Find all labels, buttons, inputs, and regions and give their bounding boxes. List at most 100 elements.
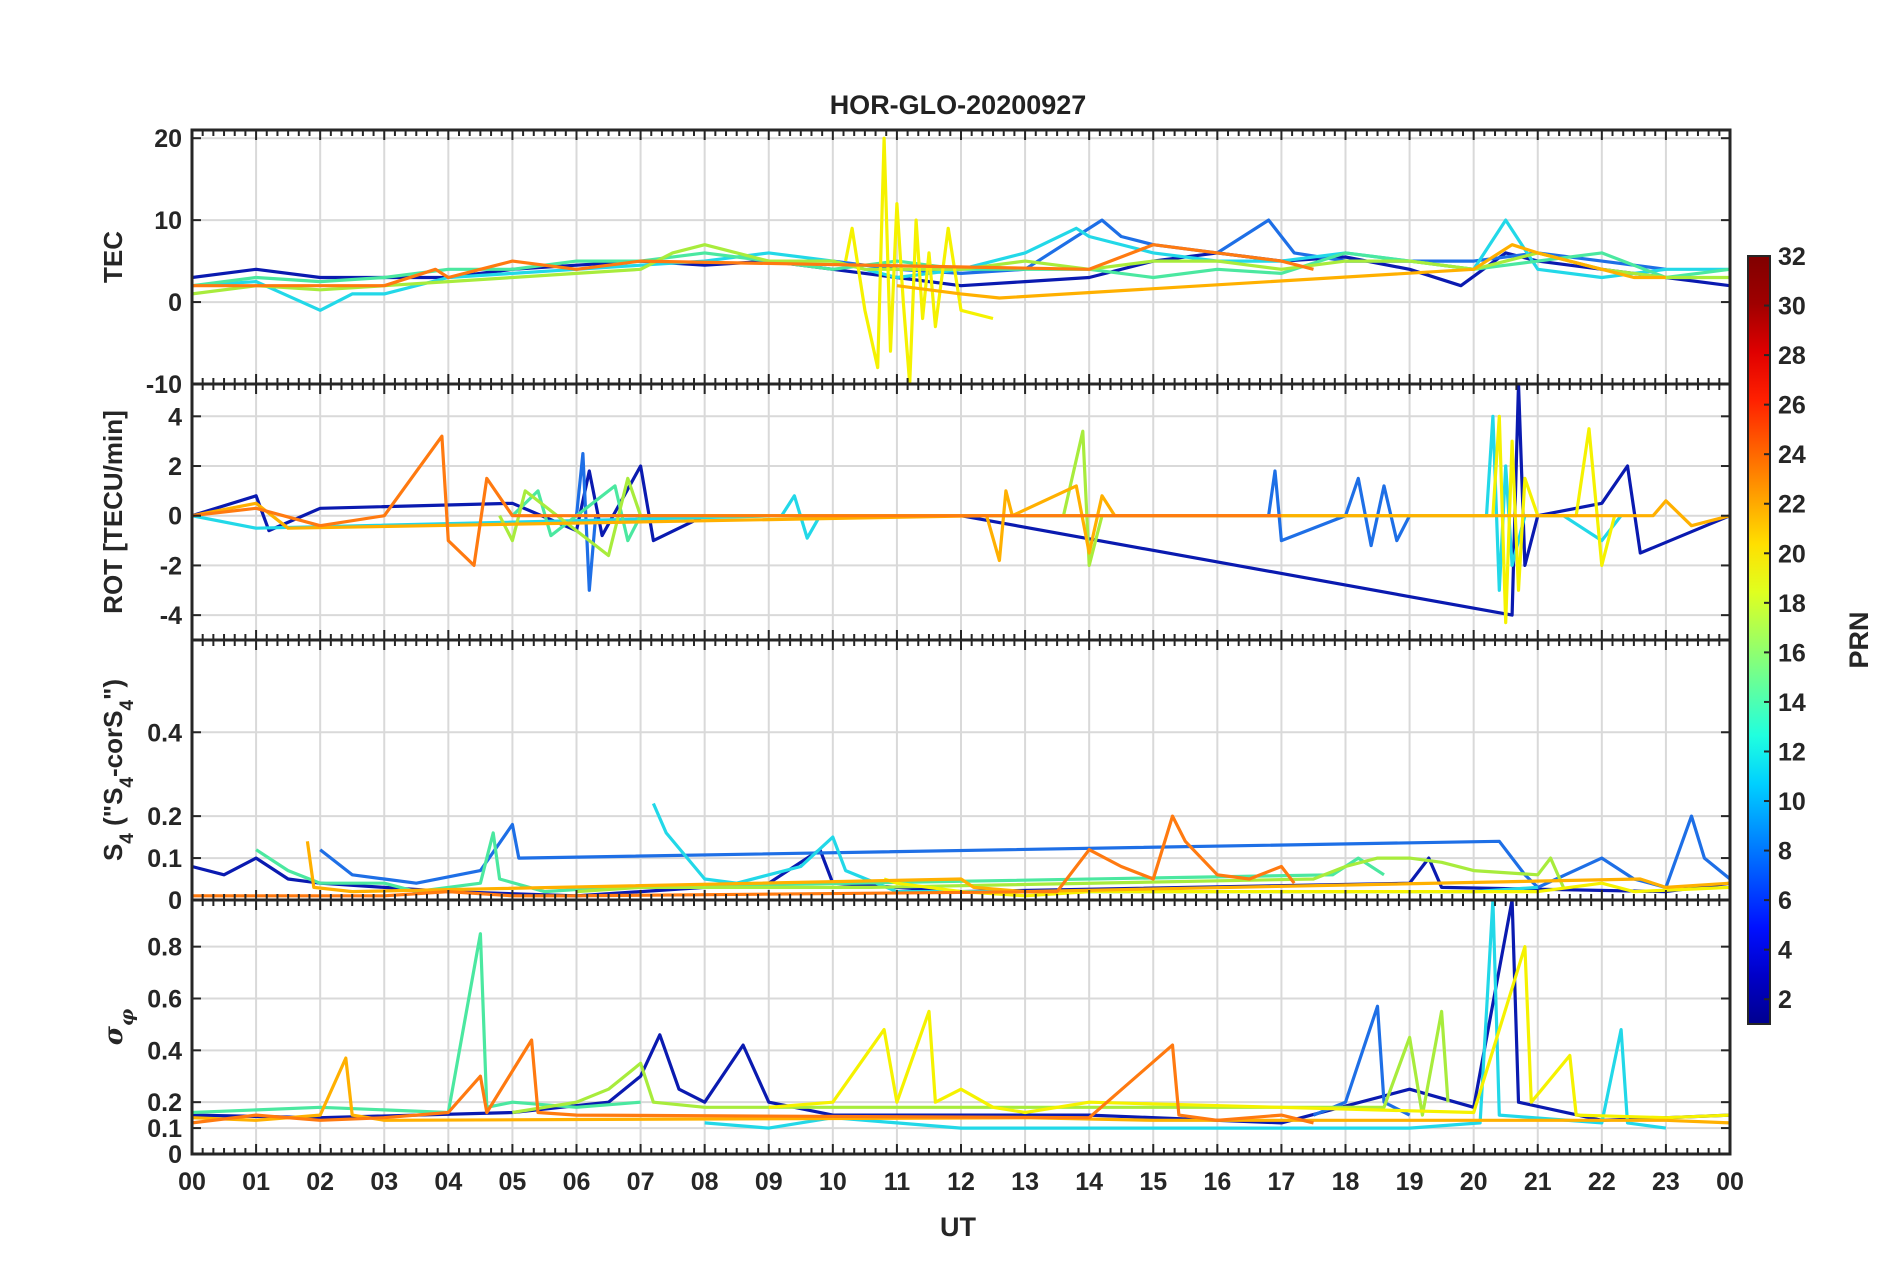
y-tick-label: -10 <box>146 371 182 399</box>
y-tick-label: 0 <box>168 887 182 915</box>
series-line-prn-16 <box>192 932 641 1115</box>
colorbar-tick-label: 10 <box>1778 788 1806 816</box>
x-tick-label: 18 <box>1332 1168 1360 1196</box>
series-line-prn-2 <box>192 900 1730 1125</box>
x-axis: 00 01 02 03 04 05 06 07 08 09 10 11 12 13 14 15 16 17 18 19… <box>178 1168 1744 1196</box>
panel-tec: 20 10 0 -10 TEC <box>98 125 1732 399</box>
x-tick-label: 04 <box>434 1168 462 1196</box>
y-tick-label: 2 <box>168 453 182 481</box>
y-tick-label: 0 <box>168 503 182 531</box>
panel-sigma: 0.8 0.6 0.4 0.20.10 σφ <box>99 898 1732 1169</box>
series-line-prn-24 <box>192 243 1314 288</box>
x-tick-label: 08 <box>691 1168 719 1196</box>
x-tick-label: 07 <box>627 1168 655 1196</box>
series-group <box>192 136 1730 384</box>
series-line-prn-6 <box>319 814 1730 889</box>
y-axis-label: TEC <box>98 231 128 283</box>
series-line-prn-24 <box>192 434 1282 567</box>
x-tick-label: 21 <box>1524 1168 1552 1196</box>
series-line-prn-20 <box>768 945 1730 1120</box>
series-line-prn-16 <box>255 831 1385 894</box>
series-line-prn-22 <box>896 243 1666 300</box>
y-tick-label: 0.8 <box>147 934 182 962</box>
colorbar-tick-label: 18 <box>1778 590 1806 618</box>
y-tick-label: 0 <box>168 289 182 317</box>
series-line-prn-18 <box>576 856 1565 894</box>
x-tick-label: 22 <box>1588 1168 1616 1196</box>
x-tick-label: 13 <box>1011 1168 1039 1196</box>
series-line-prn-18 <box>512 1009 1450 1117</box>
y-axis-label: σφ <box>99 1009 138 1045</box>
y-axis-label: ROT [TECU/min] <box>98 410 128 614</box>
y-axis-label: S4 ("S4-corS4") <box>98 679 138 861</box>
x-tick-label: 17 <box>1268 1168 1296 1196</box>
x-tick-label: 01 <box>242 1168 270 1196</box>
series-line-prn-6 <box>574 452 1412 592</box>
y-tick-label: 10 <box>154 207 182 235</box>
x-tick-label: 20 <box>1460 1168 1488 1196</box>
x-tick-label: 23 <box>1652 1168 1680 1196</box>
y-tick-label: 0.2 <box>147 1089 182 1117</box>
series-line-prn-6 <box>1312 1004 1411 1117</box>
colorbar-tick-label: 14 <box>1778 689 1806 717</box>
y-tick-label: 4 <box>168 403 182 431</box>
x-tick-label: 19 <box>1396 1168 1424 1196</box>
x-tick-label: 02 <box>306 1168 334 1196</box>
y-tick-label: -2 <box>160 552 182 580</box>
x-tick-label: 12 <box>947 1168 975 1196</box>
series-line-prn-18 <box>192 243 1730 296</box>
series-line-prn-20 <box>844 136 994 384</box>
panel-rot: 4 2 0 -2 -4 ROT [TECU/min] <box>98 382 1732 642</box>
series-group <box>192 900 1730 1130</box>
colorbar-tick-label: 32 <box>1778 243 1806 271</box>
chart-title: HOR-GLO-20200927 <box>830 90 1087 120</box>
x-tick-label: 03 <box>370 1168 398 1196</box>
y-tick-label: 0.6 <box>147 985 182 1013</box>
series-line-prn-13 <box>192 218 1730 312</box>
colorbar-tick-label: 4 <box>1778 937 1792 965</box>
series-group <box>192 384 1730 625</box>
x-tick-label: 00 <box>178 1168 206 1196</box>
series-line-prn-18 <box>498 429 1104 567</box>
x-tick-label: 15 <box>1139 1168 1167 1196</box>
colorbar-tick-label: 16 <box>1778 639 1806 667</box>
x-tick-label: 11 <box>884 1168 911 1196</box>
y-tick-label: 0.2 <box>147 803 182 831</box>
series-line-prn-22 <box>305 841 1730 894</box>
colorbar-gradient <box>1747 255 1771 1025</box>
series-line-prn-13 <box>704 900 1667 1130</box>
y-tick-label: 0.1 <box>147 845 182 873</box>
colorbar-tick-label: 28 <box>1778 342 1806 370</box>
series-line-prn-24 <box>192 814 1296 898</box>
y-tick-label: 0 <box>168 1141 182 1169</box>
x-tick-label: 06 <box>563 1168 591 1196</box>
series-line-prn-6 <box>832 218 1667 275</box>
colorbar-tick-label: 24 <box>1778 441 1806 469</box>
colorbar-tick-label: 12 <box>1778 738 1806 766</box>
x-tick-label: 09 <box>755 1168 783 1196</box>
series-line-prn-22 <box>192 484 1730 563</box>
x-tick-label: 16 <box>1203 1168 1231 1196</box>
colorbar-tick-label: 2 <box>1778 986 1792 1014</box>
colorbar-tick-label: 22 <box>1778 491 1806 519</box>
colorbar-tick-label: 26 <box>1778 392 1806 420</box>
colorbar-tick-label: 30 <box>1778 293 1806 321</box>
y-tick-label: 0.1 <box>147 1115 182 1143</box>
x-axis-label: UT <box>940 1212 976 1242</box>
colorbar-tick-label: 20 <box>1778 540 1806 568</box>
panel-s4: 0.4 0.2 0.1 0 S4 ("S4-corS4") <box>98 638 1732 915</box>
series-line-prn-13 <box>192 414 1623 592</box>
x-tick-label: 14 <box>1075 1168 1103 1196</box>
y-tick-label: 0.4 <box>147 719 182 747</box>
x-tick-label: 10 <box>819 1168 847 1196</box>
x-tick-label: 00 <box>1716 1168 1744 1196</box>
y-tick-label: 0.4 <box>147 1037 182 1065</box>
series-line-prn-24 <box>192 1038 1314 1125</box>
y-tick-label: 20 <box>154 125 182 153</box>
colorbar-tick-label: 8 <box>1778 838 1792 866</box>
colorbar-tick-label: 6 <box>1778 887 1792 915</box>
y-tick-label: -4 <box>160 602 182 630</box>
x-tick-label: 05 <box>499 1168 527 1196</box>
